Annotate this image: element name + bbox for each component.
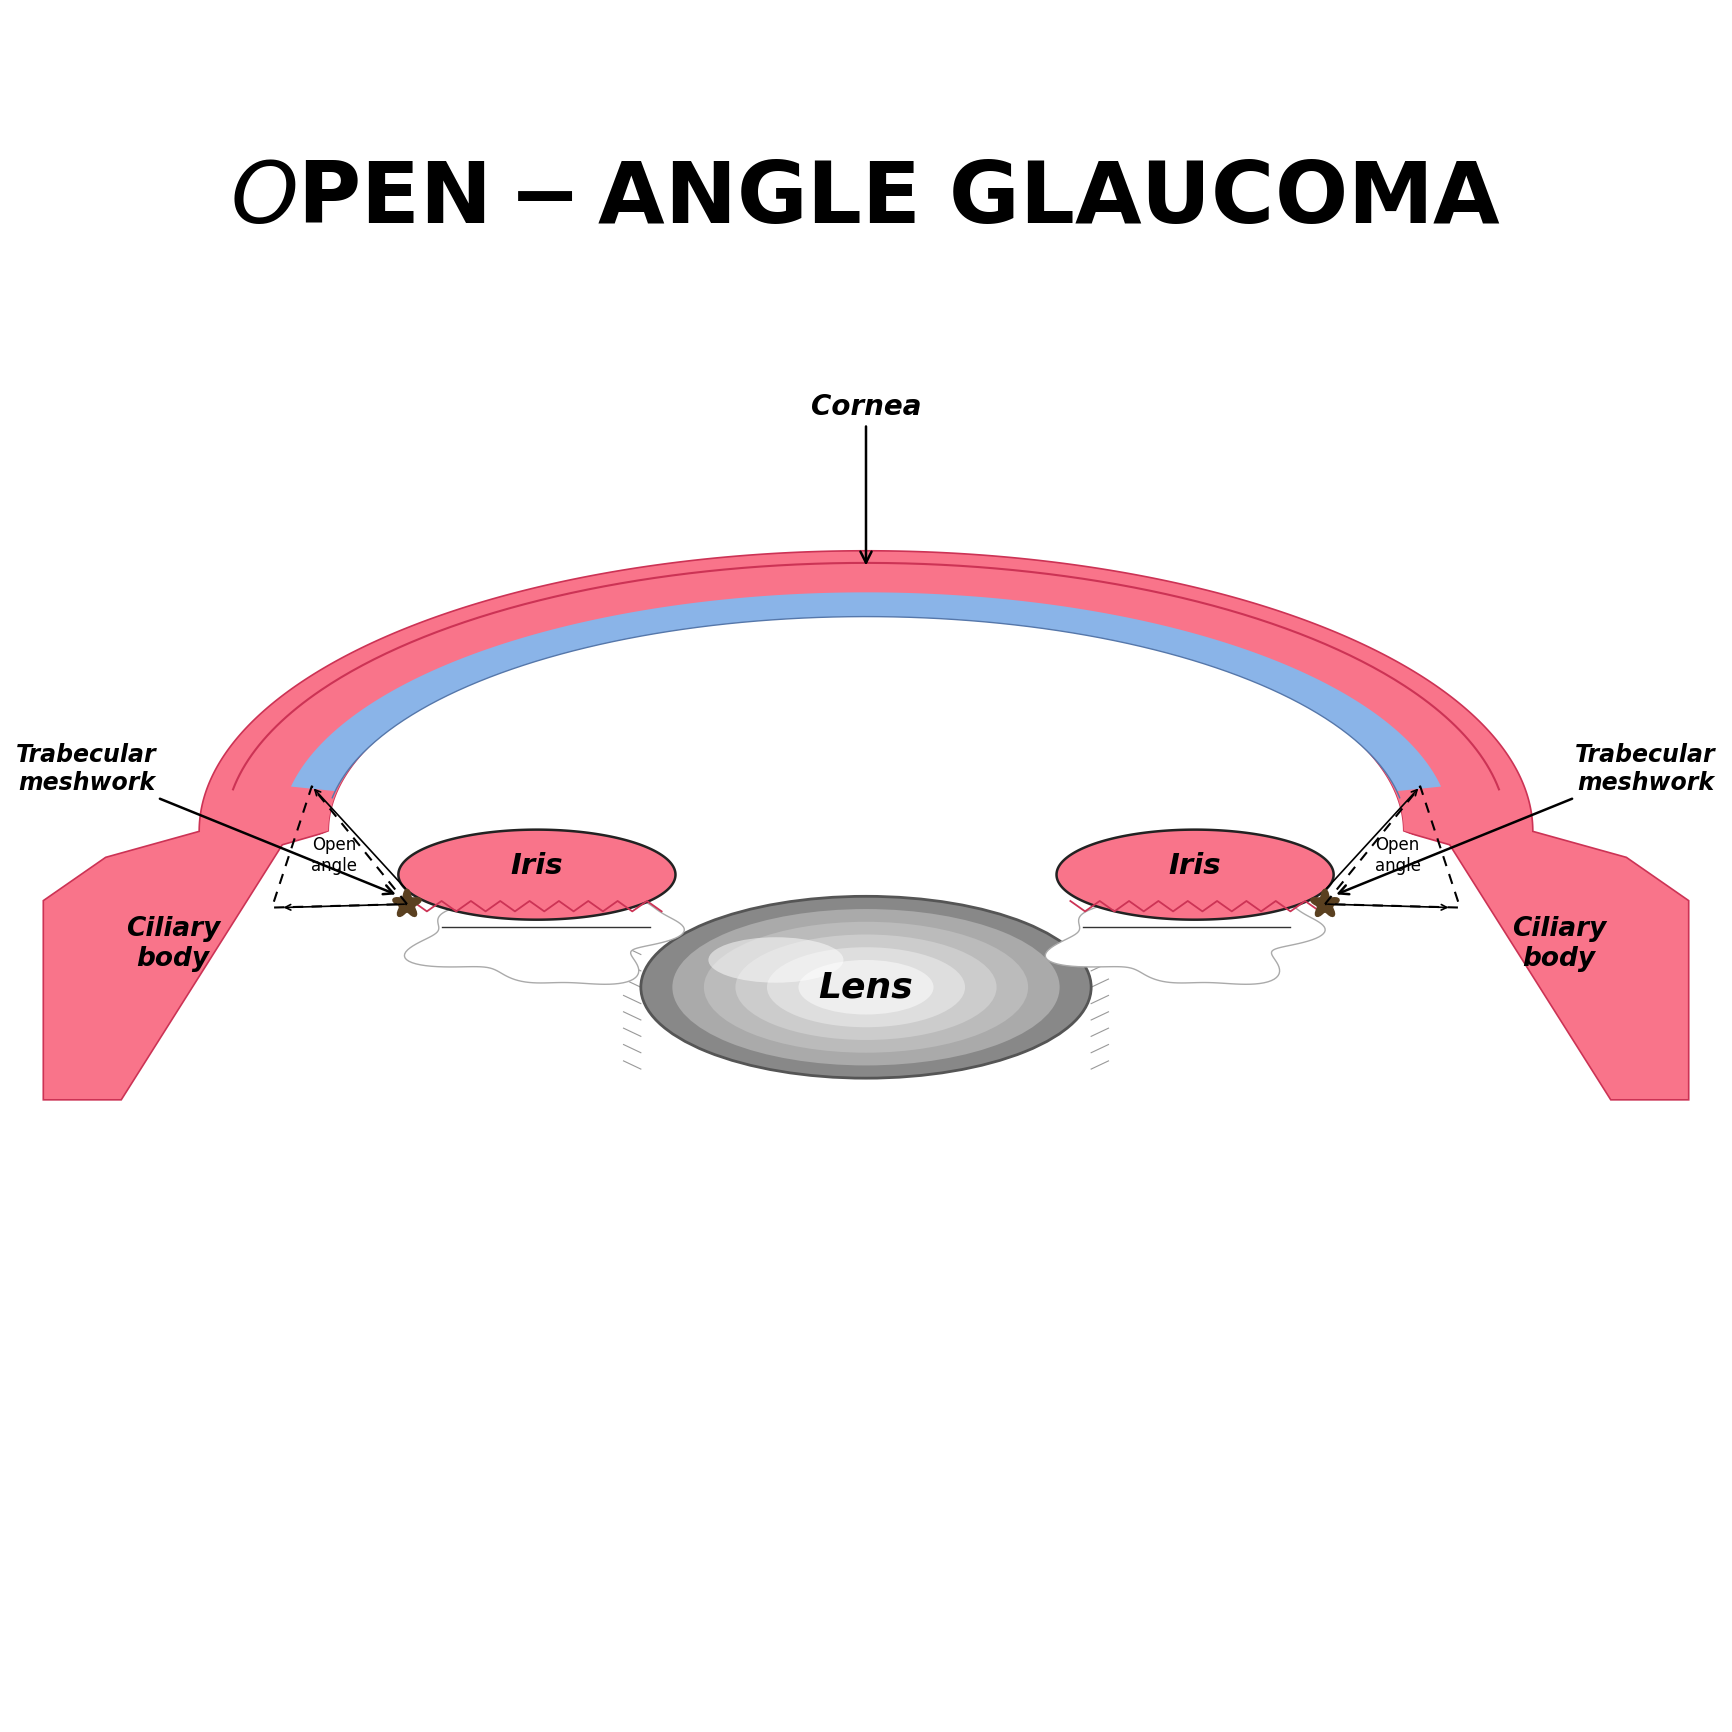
Ellipse shape: [708, 937, 843, 982]
Text: Iris: Iris: [1169, 852, 1221, 880]
Text: Cornea: Cornea: [811, 393, 921, 563]
Text: Trabecular
meshwork: Trabecular meshwork: [16, 743, 393, 894]
Ellipse shape: [736, 935, 996, 1039]
Text: Lens: Lens: [819, 970, 913, 1005]
Polygon shape: [291, 592, 1441, 792]
Polygon shape: [1044, 880, 1325, 984]
Ellipse shape: [641, 897, 1091, 1077]
Ellipse shape: [672, 909, 1060, 1065]
Polygon shape: [1309, 889, 1341, 918]
Text: Ciliary
body: Ciliary body: [126, 916, 220, 972]
Polygon shape: [404, 880, 684, 984]
Polygon shape: [391, 889, 423, 918]
Text: Open
angle: Open angle: [1375, 837, 1420, 875]
Polygon shape: [286, 610, 1446, 1074]
Text: Iris: Iris: [511, 852, 563, 880]
Text: $\bf{\mathit{O}}$$\bf{PEN-ANGLE\ GLAUCOMA}$: $\bf{\mathit{O}}$$\bf{PEN-ANGLE\ GLAUCOM…: [230, 158, 1502, 241]
Polygon shape: [398, 830, 675, 920]
Text: Open
angle: Open angle: [312, 837, 357, 875]
Ellipse shape: [703, 921, 1029, 1053]
Polygon shape: [43, 551, 1689, 1100]
Ellipse shape: [767, 947, 965, 1027]
Polygon shape: [237, 563, 1495, 786]
Text: Ciliary
body: Ciliary body: [1512, 916, 1606, 972]
Ellipse shape: [798, 960, 934, 1015]
Polygon shape: [1057, 830, 1334, 920]
Text: Trabecular
meshwork: Trabecular meshwork: [1339, 743, 1716, 894]
